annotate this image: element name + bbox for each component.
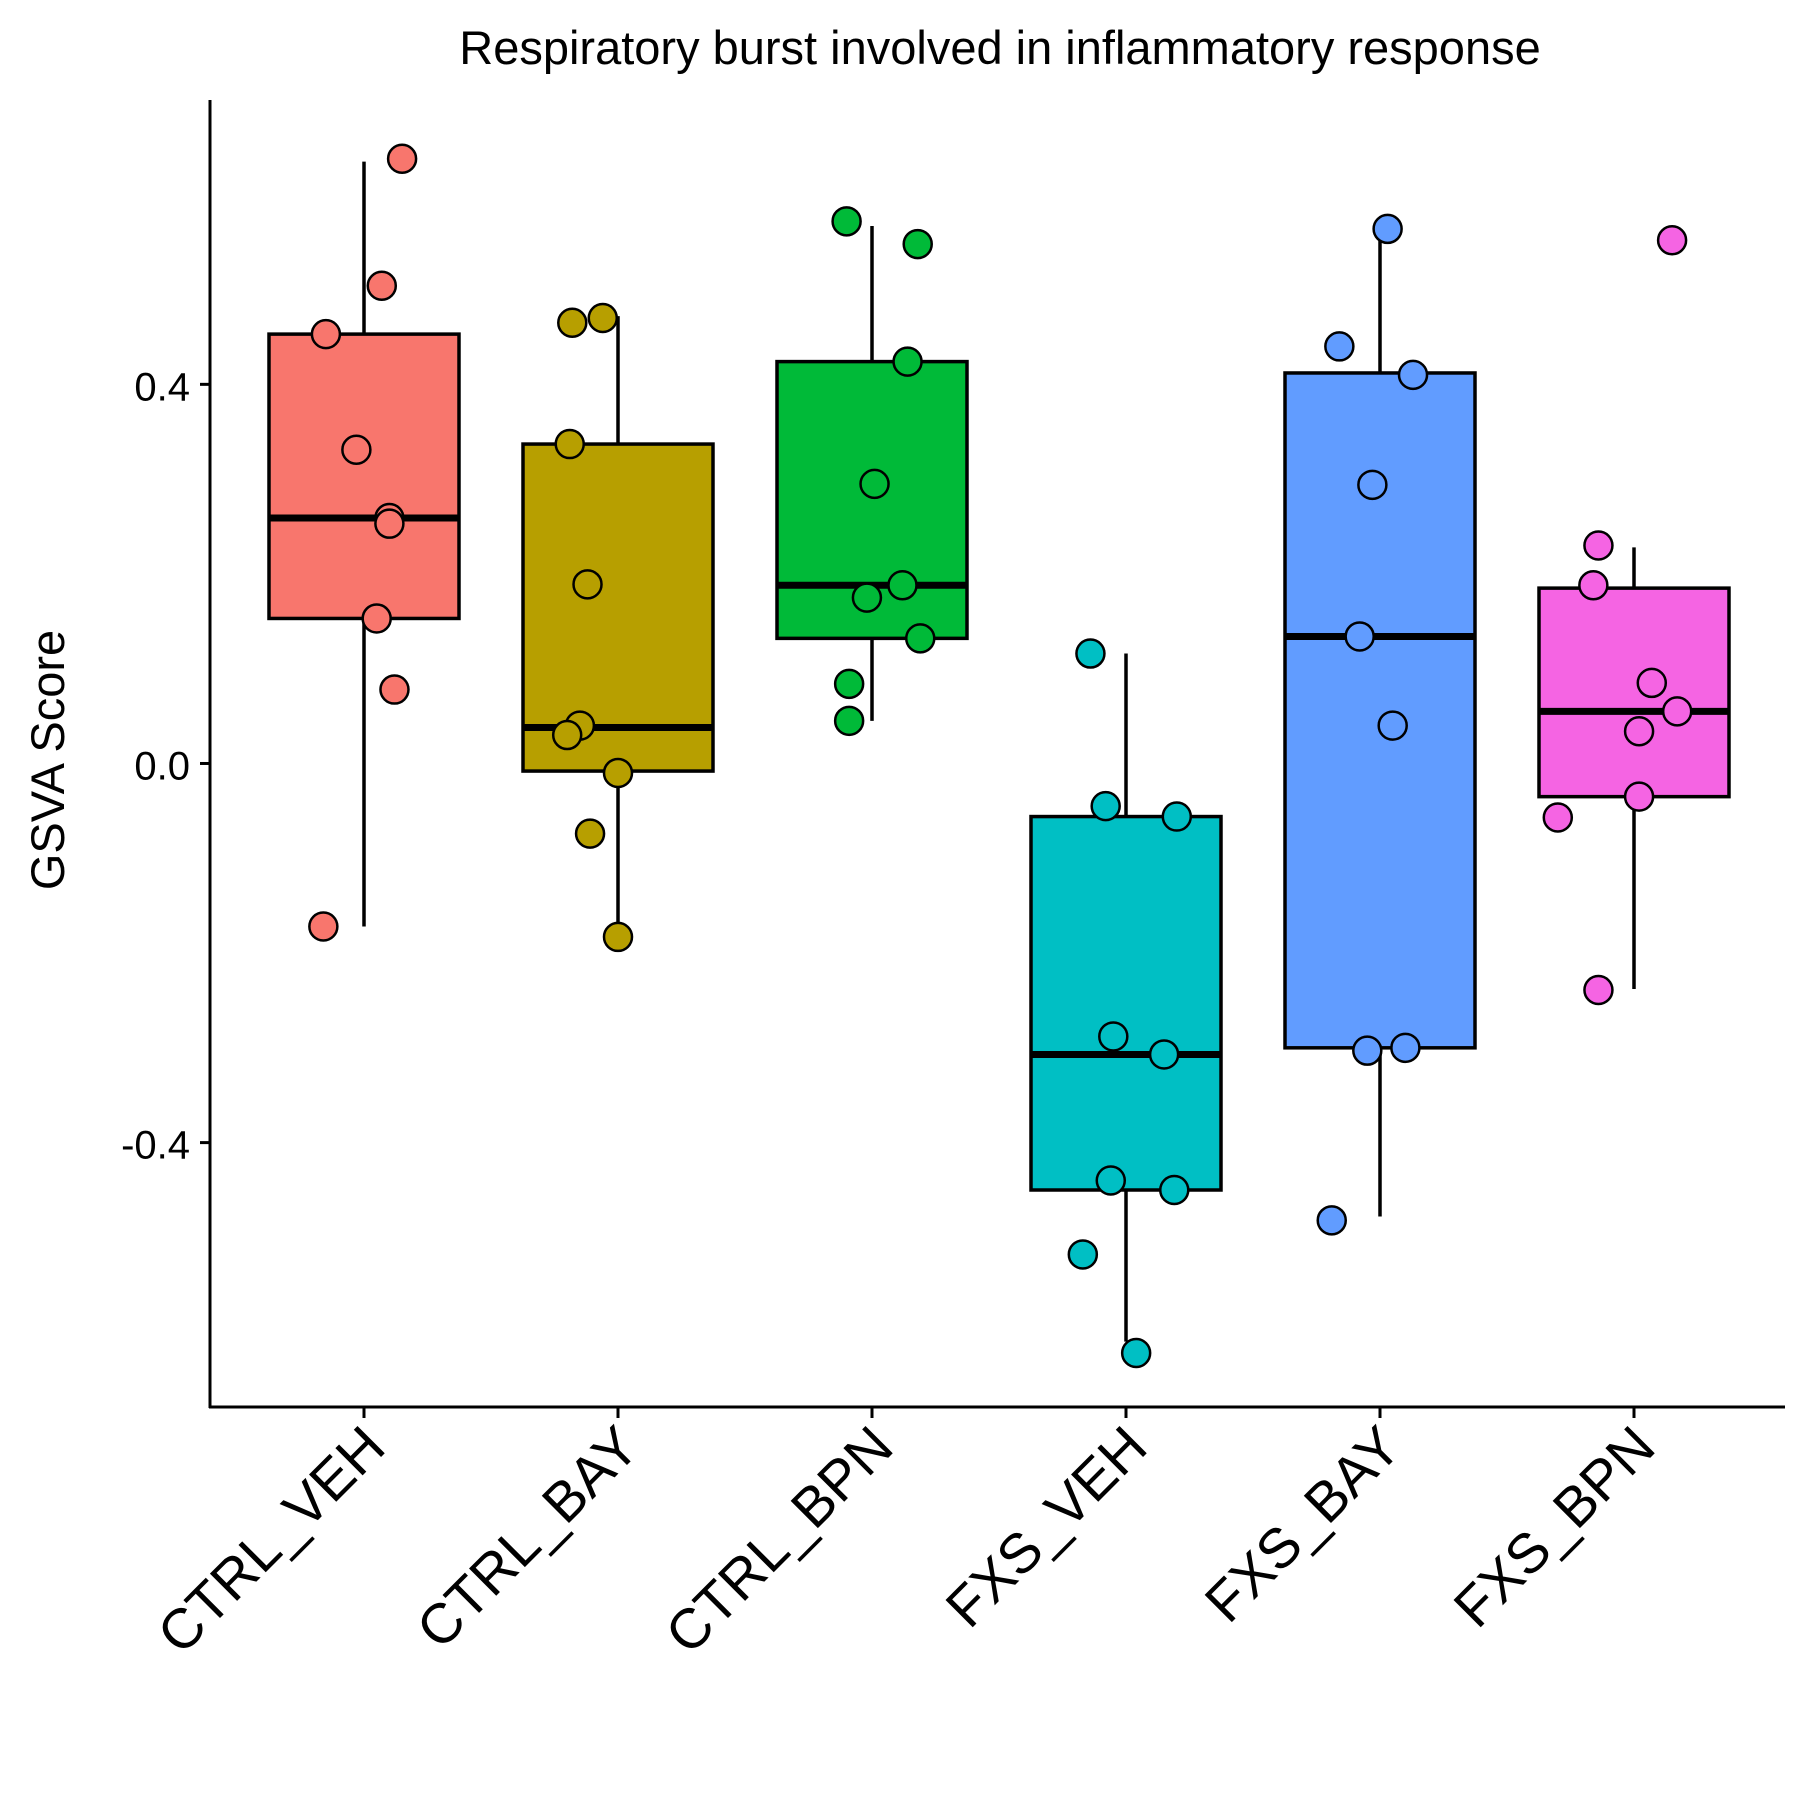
data-point-fxs-bay-7 bbox=[1352, 1035, 1383, 1066]
data-point-ctrl-bay-1 bbox=[557, 307, 588, 338]
data-point-fxs-bay-2 bbox=[1324, 331, 1355, 362]
box-group-fxs-veh bbox=[1029, 653, 1223, 1342]
box-group-ctrl-veh bbox=[267, 161, 461, 927]
data-point-fxs-veh-1 bbox=[1075, 638, 1106, 669]
data-point-fxs-veh-2 bbox=[1090, 790, 1121, 822]
points-layer bbox=[308, 143, 1693, 1369]
data-point-fxs-veh-7 bbox=[1159, 1174, 1190, 1206]
data-point-fxs-veh-9 bbox=[1120, 1337, 1152, 1369]
data-point-fxs-bpn-9 bbox=[1583, 974, 1614, 1006]
data-point-ctrl-bay-6 bbox=[551, 719, 583, 751]
data-point-ctrl-bay-7 bbox=[602, 757, 634, 789]
data-point-fxs-veh-6 bbox=[1095, 1165, 1127, 1196]
box-ctrl-bay bbox=[521, 442, 715, 773]
data-point-fxs-bpn-7 bbox=[1623, 781, 1655, 812]
data-point-ctrl-bay-3 bbox=[554, 428, 585, 460]
data-point-ctrl-bay-2 bbox=[587, 302, 619, 334]
data-point-fxs-bay-8 bbox=[1390, 1032, 1421, 1064]
x-tick-label-fxs-bpn: FXS_BPN bbox=[1441, 1414, 1666, 1639]
data-point-fxs-bay-3 bbox=[1397, 359, 1429, 391]
x-tick-label-ctrl-bpn: CTRL_BPN bbox=[653, 1414, 904, 1665]
data-point-fxs-veh-5 bbox=[1148, 1039, 1180, 1070]
y-tick-label: 0.4 bbox=[134, 365, 190, 409]
data-point-fxs-bay-6 bbox=[1377, 710, 1408, 741]
y-tick-label: 0.0 bbox=[134, 744, 190, 788]
x-tick-label-fxs-bay: FXS_BAY bbox=[1193, 1414, 1413, 1634]
data-point-fxs-bpn-4 bbox=[1636, 667, 1668, 699]
box-fxs-veh bbox=[1029, 814, 1223, 1192]
data-point-ctrl-bpn-8 bbox=[833, 668, 865, 700]
data-point-fxs-bpn-6 bbox=[1623, 716, 1655, 747]
box-fxs-bpn bbox=[1537, 586, 1731, 799]
boxes-layer bbox=[267, 161, 1731, 1342]
data-point-fxs-bay-1 bbox=[1372, 213, 1403, 245]
data-point-ctrl-veh-2 bbox=[366, 270, 398, 302]
data-point-ctrl-veh-8 bbox=[379, 674, 410, 705]
data-point-fxs-bpn-2 bbox=[1583, 530, 1614, 561]
data-point-fxs-veh-3 bbox=[1161, 801, 1193, 832]
box-group-ctrl-bay bbox=[521, 316, 715, 935]
x-ticks-layer: CTRL_VEH CTRL_BAY CTRL_BPN FXS_VEH FXS_BAY FX… bbox=[145, 1407, 1666, 1665]
data-point-fxs-bay-9 bbox=[1316, 1205, 1347, 1236]
data-point-fxs-bpn-8 bbox=[1542, 802, 1574, 833]
data-point-ctrl-veh-9 bbox=[308, 911, 339, 942]
data-point-ctrl-bpn-4 bbox=[859, 468, 890, 500]
data-point-ctrl-bpn-1 bbox=[831, 206, 862, 237]
data-point-ctrl-bpn-5 bbox=[887, 570, 918, 601]
data-point-fxs-veh-4 bbox=[1098, 1021, 1129, 1052]
data-point-ctrl-veh-3 bbox=[310, 318, 342, 350]
y-tick-label: -0.4 bbox=[121, 1124, 190, 1168]
data-point-ctrl-bay-9 bbox=[602, 921, 634, 953]
y-ticks-layer: 0.4 0.0 -0.4 bbox=[121, 365, 210, 1168]
chart-title: Respiratory burst involved in inflammato… bbox=[459, 21, 1540, 74]
y-axis-title: GSVA Score bbox=[21, 630, 74, 890]
data-point-ctrl-bpn-9 bbox=[833, 705, 865, 737]
data-point-fxs-bpn-1 bbox=[1656, 225, 1688, 256]
x-tick-label-fxs-veh: FXS_VEH bbox=[933, 1414, 1158, 1639]
box-ctrl-veh bbox=[267, 332, 461, 621]
box-group-fxs-bpn bbox=[1537, 547, 1731, 990]
data-point-ctrl-bpn-2 bbox=[902, 228, 933, 260]
data-point-fxs-bpn-3 bbox=[1578, 570, 1609, 601]
data-point-ctrl-veh-7 bbox=[361, 603, 392, 634]
data-point-ctrl-veh-4 bbox=[341, 434, 372, 465]
data-point-fxs-bay-4 bbox=[1357, 469, 1388, 501]
data-point-fxs-bpn-5 bbox=[1661, 696, 1693, 727]
data-point-ctrl-veh-6 bbox=[374, 508, 405, 539]
data-point-ctrl-bpn-3 bbox=[892, 346, 923, 377]
x-tick-label-ctrl-bay: CTRL_BAY bbox=[404, 1414, 650, 1660]
data-point-fxs-veh-8 bbox=[1067, 1239, 1099, 1270]
data-point-ctrl-veh-1 bbox=[386, 143, 418, 175]
data-point-ctrl-bay-4 bbox=[572, 569, 603, 600]
data-point-ctrl-bpn-7 bbox=[905, 623, 936, 654]
data-point-fxs-bay-5 bbox=[1344, 621, 1375, 652]
data-point-ctrl-bpn-6 bbox=[851, 582, 883, 613]
data-point-ctrl-bay-8 bbox=[574, 818, 606, 849]
x-tick-label-ctrl-veh: CTRL_VEH bbox=[145, 1414, 396, 1665]
